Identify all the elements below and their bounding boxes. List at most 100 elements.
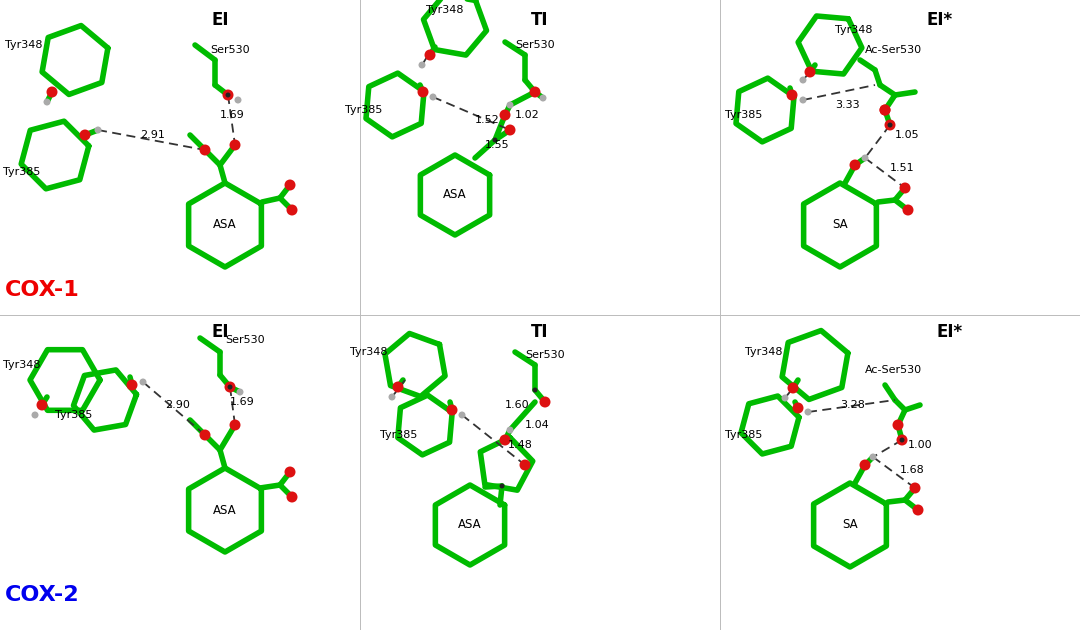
Text: 1.05: 1.05 xyxy=(895,130,920,140)
Circle shape xyxy=(228,384,232,389)
Circle shape xyxy=(459,411,465,418)
Text: Ser530: Ser530 xyxy=(210,45,249,55)
Text: Tyr348: Tyr348 xyxy=(427,5,463,15)
Text: TI: TI xyxy=(531,11,549,29)
Text: EI: EI xyxy=(212,323,229,341)
Text: COX-2: COX-2 xyxy=(5,585,80,605)
Circle shape xyxy=(237,389,243,396)
Text: 3.28: 3.28 xyxy=(840,400,865,410)
Text: Tyr348: Tyr348 xyxy=(3,360,41,370)
Circle shape xyxy=(900,183,910,193)
Text: Tyr348: Tyr348 xyxy=(5,40,42,50)
Circle shape xyxy=(284,180,296,190)
Circle shape xyxy=(793,403,804,413)
Circle shape xyxy=(392,382,404,392)
Text: SA: SA xyxy=(833,219,848,231)
Text: ASA: ASA xyxy=(443,188,467,202)
Text: 1.68: 1.68 xyxy=(900,465,924,475)
Circle shape xyxy=(879,105,891,115)
Text: TI: TI xyxy=(531,323,549,341)
Circle shape xyxy=(200,144,211,156)
Text: 1.04: 1.04 xyxy=(525,420,550,430)
Text: 1.55: 1.55 xyxy=(485,140,510,150)
Text: 1.48: 1.48 xyxy=(508,440,532,450)
Circle shape xyxy=(286,491,297,503)
Circle shape xyxy=(229,139,241,151)
Text: 1.60: 1.60 xyxy=(505,400,529,410)
Circle shape xyxy=(492,137,498,142)
Circle shape xyxy=(879,105,891,115)
Text: EI*: EI* xyxy=(927,11,953,29)
Circle shape xyxy=(430,93,436,101)
Text: Tyr348: Tyr348 xyxy=(745,347,783,357)
Circle shape xyxy=(286,205,297,215)
Circle shape xyxy=(892,420,904,430)
Circle shape xyxy=(499,435,511,445)
Text: EI*: EI* xyxy=(937,323,963,341)
Circle shape xyxy=(499,110,511,120)
Circle shape xyxy=(860,459,870,471)
Text: Ac-Ser530: Ac-Ser530 xyxy=(865,365,922,375)
Text: Tyr385: Tyr385 xyxy=(3,167,40,177)
Circle shape xyxy=(226,93,230,98)
Circle shape xyxy=(888,122,892,127)
Circle shape xyxy=(540,396,551,408)
Circle shape xyxy=(782,394,788,401)
Circle shape xyxy=(284,466,296,478)
Circle shape xyxy=(900,437,905,442)
Text: ASA: ASA xyxy=(213,219,237,231)
Text: 2.90: 2.90 xyxy=(165,400,190,410)
Circle shape xyxy=(43,98,51,105)
Text: Tyr385: Tyr385 xyxy=(380,430,417,440)
Text: 1.00: 1.00 xyxy=(908,440,933,450)
Circle shape xyxy=(799,76,807,84)
Text: Tyr385: Tyr385 xyxy=(725,110,762,120)
Circle shape xyxy=(529,86,540,98)
Circle shape xyxy=(419,62,426,69)
Text: Tyr348: Tyr348 xyxy=(835,25,873,35)
Text: Ser530: Ser530 xyxy=(225,335,265,345)
Text: COX-1: COX-1 xyxy=(5,280,80,300)
Circle shape xyxy=(805,408,811,416)
Circle shape xyxy=(389,394,395,401)
Circle shape xyxy=(507,427,513,433)
Text: Tyr385: Tyr385 xyxy=(55,410,93,420)
Circle shape xyxy=(225,382,235,392)
Text: Ser530: Ser530 xyxy=(515,40,555,50)
Circle shape xyxy=(532,387,538,392)
Circle shape xyxy=(139,379,147,386)
Circle shape xyxy=(424,50,435,60)
Text: 1.02: 1.02 xyxy=(515,110,540,120)
Circle shape xyxy=(31,411,39,418)
Text: ASA: ASA xyxy=(213,503,237,517)
Text: EI: EI xyxy=(212,11,229,29)
Circle shape xyxy=(126,379,137,391)
Text: 1.69: 1.69 xyxy=(230,397,255,407)
Text: SA: SA xyxy=(842,518,858,532)
Circle shape xyxy=(418,86,429,98)
Text: 1.51: 1.51 xyxy=(890,163,915,173)
Circle shape xyxy=(234,96,242,103)
Circle shape xyxy=(229,420,241,430)
Circle shape xyxy=(885,120,895,130)
Circle shape xyxy=(862,154,868,161)
Circle shape xyxy=(200,430,211,440)
Circle shape xyxy=(504,125,515,135)
Circle shape xyxy=(913,505,923,515)
Text: Tyr385: Tyr385 xyxy=(725,430,762,440)
Text: ASA: ASA xyxy=(458,518,482,532)
Circle shape xyxy=(37,399,48,411)
Circle shape xyxy=(222,89,233,101)
Circle shape xyxy=(799,96,807,103)
Circle shape xyxy=(805,67,815,77)
Circle shape xyxy=(540,94,546,101)
Circle shape xyxy=(850,159,861,171)
Circle shape xyxy=(787,382,798,394)
Circle shape xyxy=(903,205,914,215)
Circle shape xyxy=(446,404,458,416)
Circle shape xyxy=(869,454,877,461)
Text: 1.69: 1.69 xyxy=(220,110,245,120)
Text: Tyr385: Tyr385 xyxy=(345,105,382,115)
Text: Ser530: Ser530 xyxy=(525,350,565,360)
Circle shape xyxy=(507,101,513,108)
